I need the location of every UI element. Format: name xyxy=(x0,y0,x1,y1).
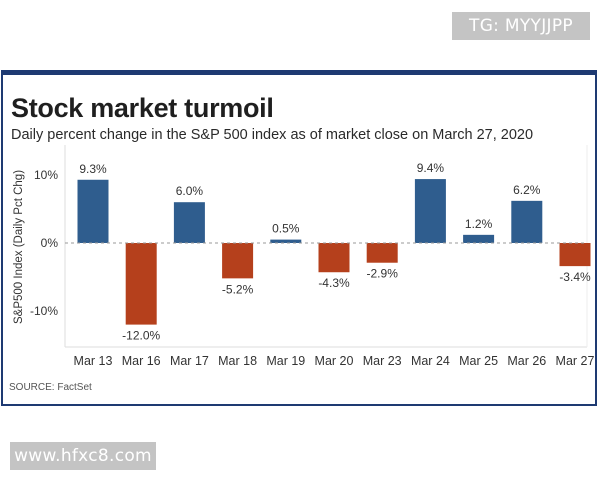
x-category-label: Mar 25 xyxy=(459,354,498,368)
y-tick-label: 10% xyxy=(34,168,58,182)
y-tick-label: -10% xyxy=(30,304,58,318)
watermark-bottom: www.hfxc8.com xyxy=(10,442,156,470)
bar-chart: 10% 0% -10% S&P500 Index (Daily Pct Chg) 9.3… xyxy=(13,145,595,368)
bar-value-label: -12.0% xyxy=(122,329,160,343)
bar-value-label: 6.0% xyxy=(176,184,204,198)
bar-value-label: 9.4% xyxy=(417,161,445,175)
bar xyxy=(463,234,495,243)
x-category-label: Mar 18 xyxy=(218,354,257,368)
chart-card: Stock market turmoil Daily percent chang… xyxy=(1,70,597,406)
x-category-label: Mar 17 xyxy=(170,354,209,368)
bar-value-label: -3.4% xyxy=(559,270,591,284)
bar-value-label: -4.3% xyxy=(318,276,350,290)
y-tick-label: 0% xyxy=(41,236,59,250)
bar xyxy=(414,179,446,243)
bar xyxy=(559,243,591,267)
bar xyxy=(511,200,543,243)
bar xyxy=(222,243,254,279)
bar-value-label: 9.3% xyxy=(79,162,107,176)
bar xyxy=(77,179,109,243)
x-category-label: Mar 27 xyxy=(556,354,595,368)
x-category-label: Mar 16 xyxy=(122,354,161,368)
x-category-label: Mar 26 xyxy=(507,354,546,368)
x-category-label: Mar 20 xyxy=(315,354,354,368)
watermark-top: TG: MYYJJPP xyxy=(452,12,590,40)
bar xyxy=(318,243,350,273)
bar-value-label: 1.2% xyxy=(465,217,493,231)
x-category-label: Mar 23 xyxy=(363,354,402,368)
bar-value-label: -2.9% xyxy=(367,267,399,281)
bar-value-label: 6.2% xyxy=(513,183,541,197)
bar-value-label: 0.5% xyxy=(272,222,300,236)
bar xyxy=(125,243,157,325)
chart-subtitle: Daily percent change in the S&P 500 inde… xyxy=(11,127,534,143)
chart-title: Stock market turmoil xyxy=(11,93,274,123)
x-category-label: Mar 19 xyxy=(266,354,305,368)
bar xyxy=(173,202,205,243)
bar xyxy=(366,243,398,263)
chart-source: SOURCE: FactSet xyxy=(9,382,92,393)
bar xyxy=(270,239,302,243)
y-axis-label: S&P500 Index (Daily Pct Chg) xyxy=(13,170,25,324)
x-category-label: Mar 24 xyxy=(411,354,450,368)
bar-value-label: -5.2% xyxy=(222,282,254,296)
x-category-label: Mar 13 xyxy=(74,354,113,368)
